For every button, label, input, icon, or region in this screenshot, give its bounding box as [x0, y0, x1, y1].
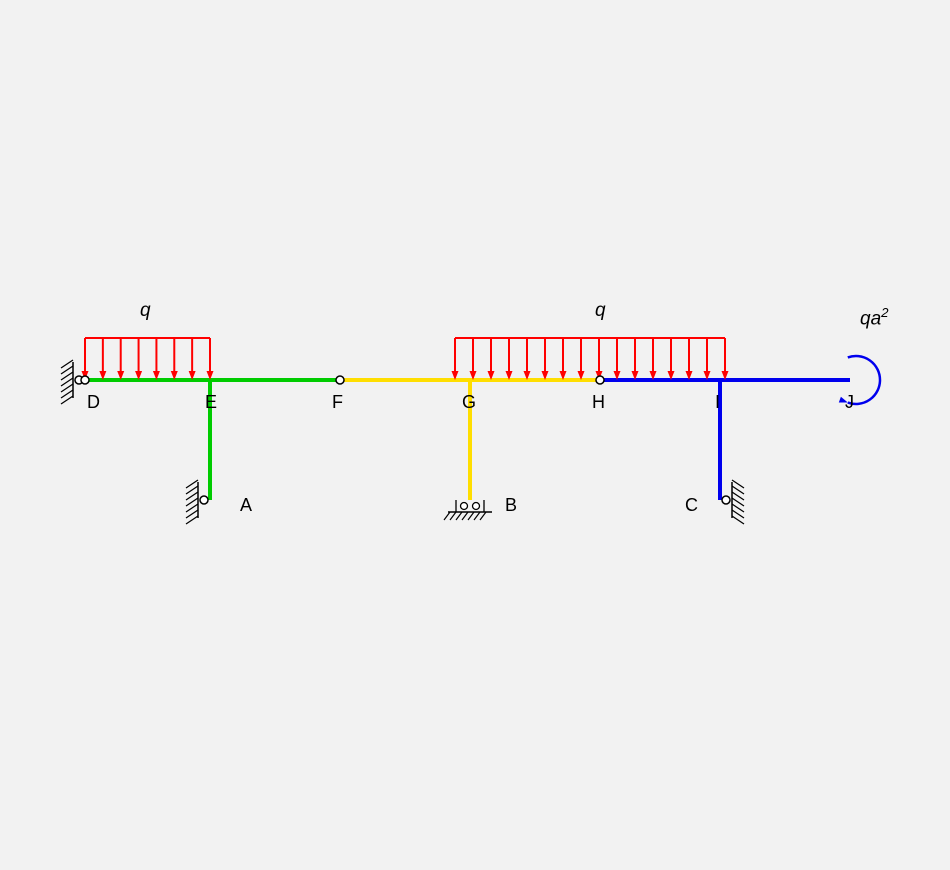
moment-label: qa2 [860, 305, 889, 330]
label-F: F [332, 392, 343, 413]
label-C: C [685, 495, 698, 516]
label-G: G [462, 392, 476, 413]
label-H: H [592, 392, 605, 413]
label-J: J [845, 392, 854, 413]
label-D: D [87, 392, 100, 413]
label-B: B [505, 495, 517, 516]
structural-diagram: D E F G H I J A B Cq q qa2 [0, 0, 950, 870]
diagram-svg [0, 0, 950, 870]
label-q: q [595, 300, 606, 322]
label-q: q [140, 300, 151, 322]
label-I: I [715, 392, 720, 413]
label-A: A [240, 495, 252, 516]
supports [61, 360, 744, 524]
distributed-loads [82, 338, 729, 380]
label-E: E [205, 392, 217, 413]
